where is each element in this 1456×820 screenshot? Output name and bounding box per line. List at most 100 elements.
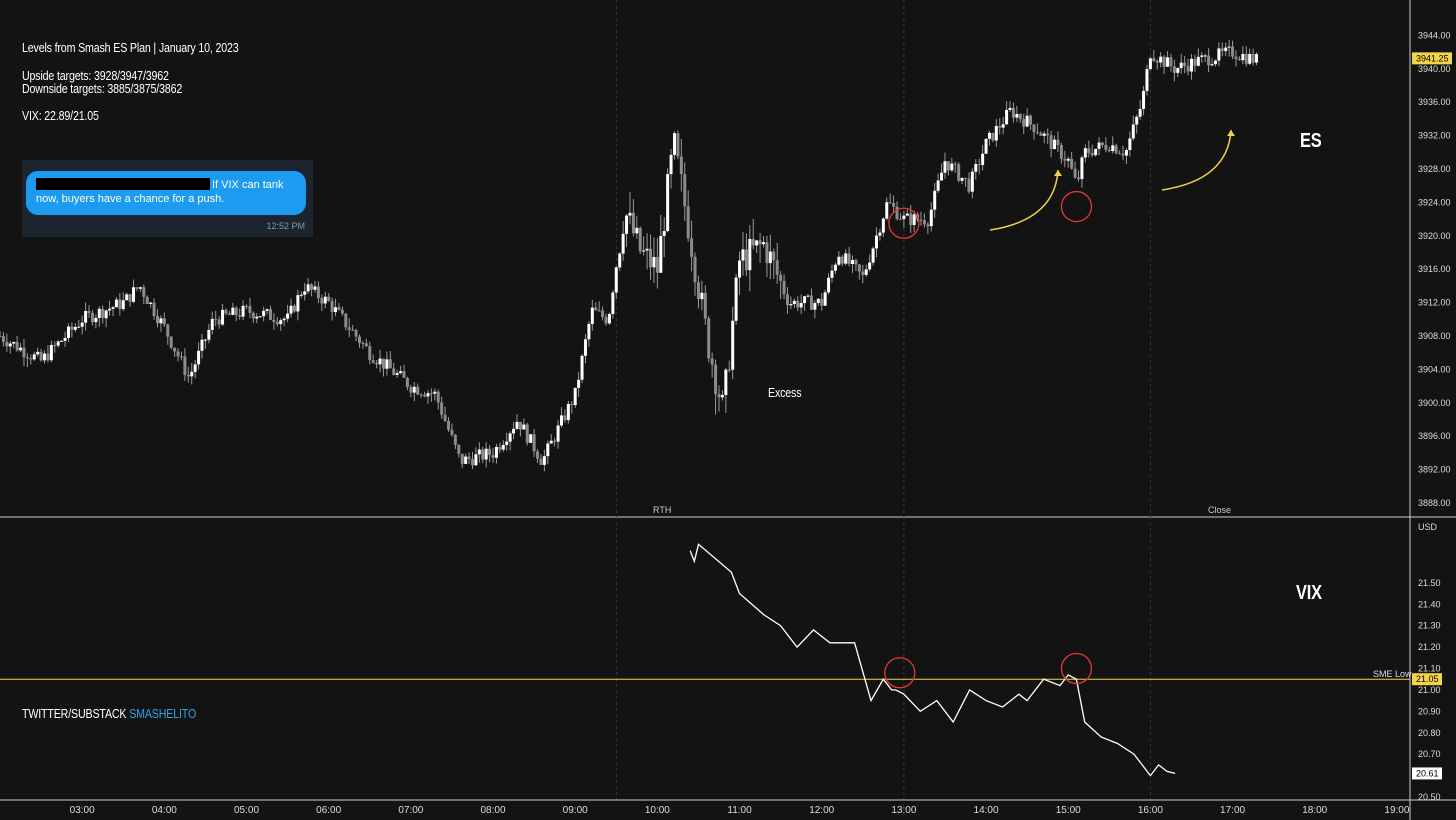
es-candle-body — [104, 310, 108, 319]
es-candle-body — [625, 215, 629, 234]
es-candle-body — [1001, 124, 1005, 128]
es-candle-body — [1196, 56, 1200, 66]
es-candle-body — [977, 164, 981, 166]
es-candle-body — [197, 350, 201, 365]
es-candle-body — [974, 164, 978, 172]
es-candle-body — [433, 391, 437, 394]
session-gridlines — [0, 0, 1456, 800]
es-candle-body — [306, 284, 310, 292]
es-candle-body — [898, 219, 902, 221]
es-candle-body — [741, 249, 745, 261]
es-candle-body — [1046, 133, 1050, 136]
es-candle-body — [597, 310, 601, 312]
es-candle-body — [1217, 48, 1221, 61]
x-tick-label: 08:00 — [481, 805, 506, 816]
es-candle-body — [929, 209, 933, 227]
es-candle-body — [477, 449, 481, 455]
es-candle-body — [1094, 148, 1098, 156]
es-candle-body — [149, 302, 153, 304]
es-candle-body — [1203, 55, 1207, 57]
es-candle-body — [388, 359, 392, 369]
es-candle-body — [1029, 115, 1033, 125]
es-candle-body — [546, 443, 550, 457]
es-candle-body — [957, 164, 961, 181]
es-candle-body — [601, 310, 605, 317]
es-candle-body — [1244, 53, 1248, 64]
es-candle-body — [950, 163, 954, 171]
es-candle-body — [508, 433, 512, 442]
es-candle-body — [710, 358, 714, 365]
es-candle-body — [679, 156, 683, 175]
es-candle-body — [193, 364, 197, 372]
es-candle-body — [73, 326, 77, 330]
highlight-circle — [1060, 190, 1093, 223]
es-candle-body — [768, 251, 772, 264]
es-candle-body — [946, 161, 950, 171]
es-candle-body — [1227, 46, 1231, 48]
es-candle-body — [676, 133, 680, 157]
es-candle-body — [1176, 68, 1180, 73]
es-candle-body — [371, 360, 375, 363]
es-candle-body — [207, 329, 211, 340]
es-candle-body — [991, 132, 995, 141]
es-candle-body — [135, 287, 139, 289]
sme-low-badge — [1412, 673, 1442, 686]
es-candle-body — [1131, 124, 1135, 139]
es-candle-body — [618, 253, 622, 268]
es-candle-body — [268, 309, 272, 320]
es-candle-body — [279, 320, 283, 325]
es-candle-body — [703, 292, 707, 319]
es-candle-body — [1241, 53, 1245, 61]
es-candle-body — [813, 303, 817, 310]
vix-y-tick-label: 20.90 — [1418, 706, 1441, 716]
es-candle-body — [453, 434, 457, 445]
es-candle-body — [642, 250, 646, 252]
es-candle-body — [696, 282, 700, 300]
es-candle-body — [1, 336, 5, 342]
es-candle-body — [1066, 158, 1070, 161]
es-candle-body — [1097, 142, 1101, 149]
es-candle-body — [953, 163, 957, 165]
x-tick-label: 11:00 — [727, 805, 752, 816]
es-candle-body — [1118, 153, 1122, 155]
es-candle-body — [700, 292, 704, 300]
es-candle-body — [210, 318, 214, 330]
es-candle-body — [12, 342, 16, 344]
es-y-tick-label: 3928.00 — [1418, 164, 1451, 174]
es-candle-body — [560, 415, 564, 426]
es-candle-body — [399, 371, 403, 374]
rth-marker-label: RTH — [653, 505, 672, 515]
es-candle-body — [97, 308, 101, 318]
es-y-tick-label: 3944.00 — [1418, 30, 1451, 40]
es-candle-body — [94, 317, 98, 323]
es-candle-body — [714, 364, 718, 394]
es-candle-body — [364, 343, 368, 347]
redaction-bar — [36, 178, 210, 190]
es-y-tick-label: 3900.00 — [1418, 398, 1451, 408]
footer-prefix: TWITTER/SUBSTACK — [22, 706, 127, 721]
es-candle-body — [553, 440, 557, 442]
es-candle-body — [666, 174, 670, 232]
es-y-tick-label: 3888.00 — [1418, 498, 1451, 508]
es-candle-body — [1049, 135, 1053, 150]
es-candle-body — [878, 232, 882, 236]
es-candle-body — [1107, 149, 1111, 152]
es-candle-body — [782, 280, 786, 295]
es-candle-body — [457, 444, 461, 454]
es-candle-body — [1142, 90, 1146, 109]
es-candle-body — [994, 126, 998, 141]
es-candle-body — [224, 309, 228, 314]
es-candle-body — [1039, 133, 1043, 136]
es-candle-body — [669, 154, 673, 175]
es-candle-body — [8, 343, 12, 347]
es-candle-body — [1152, 58, 1156, 62]
x-tick-label: 07:00 — [398, 805, 423, 816]
arrow-head — [1054, 170, 1062, 176]
es-candle-body — [155, 315, 159, 324]
es-candle-body — [1056, 139, 1060, 145]
es-candle-body — [501, 445, 505, 450]
es-candle-body — [1042, 133, 1046, 136]
es-candle-body — [566, 404, 570, 421]
es-candle-body — [785, 294, 789, 306]
